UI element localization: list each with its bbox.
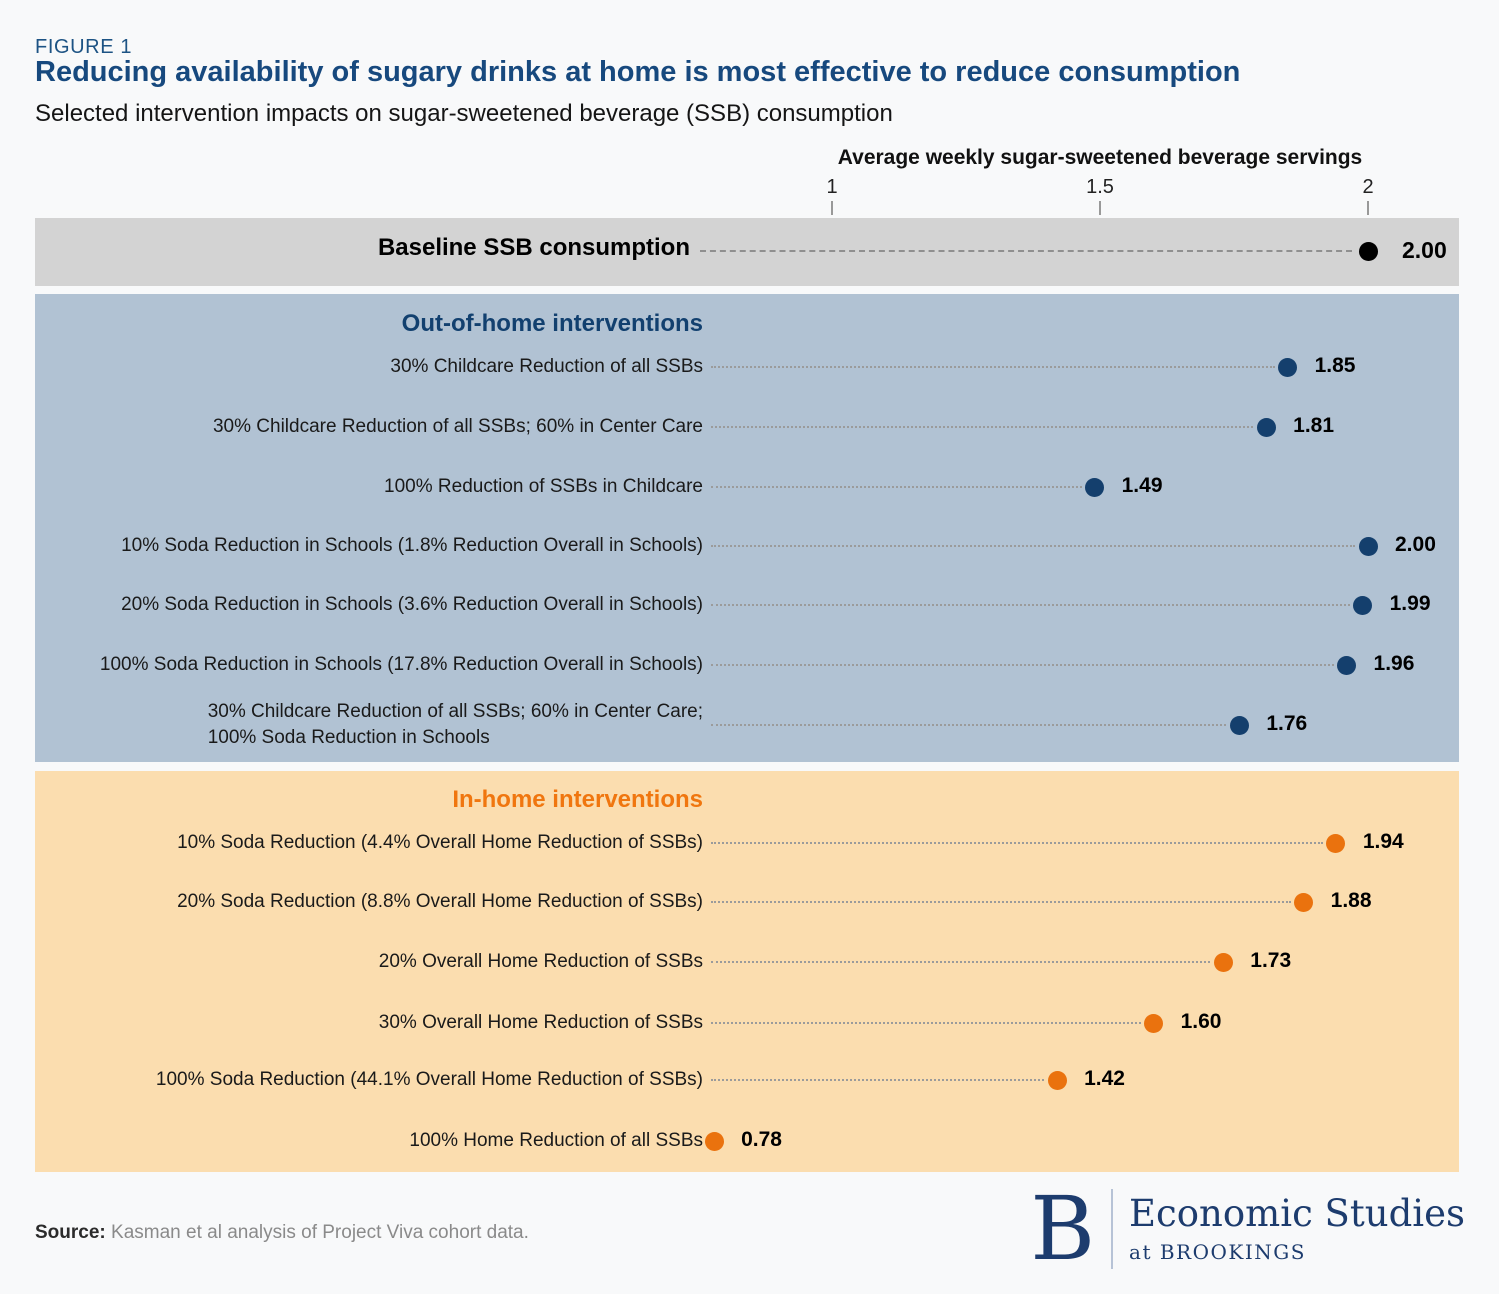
axis-tick-mark <box>1367 201 1369 215</box>
leader-line <box>711 545 1355 547</box>
value-label: 1.42 <box>1084 1067 1125 1090</box>
row-label-line: 30% Childcare Reduction of all SSBs; 60%… <box>207 701 703 722</box>
row-label: 30% Childcare Reduction of all SSBs; 60%… <box>213 414 703 440</box>
data-dot <box>1358 241 1378 261</box>
logo-divider <box>1111 1189 1114 1269</box>
row-label: 30% Childcare Reduction of all SSBs <box>390 354 703 380</box>
figure-label: FIGURE 1 <box>35 36 133 58</box>
value-label: 1.85 <box>1314 354 1356 377</box>
data-dot <box>1358 536 1378 556</box>
logo-wordmark: Economic Studies at BROOKINGS <box>1129 1192 1465 1265</box>
band-in-home: In-home interventions 10% Soda Reduction … <box>35 771 1459 1172</box>
value-label: 2.00 <box>1395 533 1436 556</box>
data-dot <box>1144 1013 1164 1033</box>
row-label-line: 100% Soda Reduction in Schools (17.8% Re… <box>99 654 703 675</box>
value-label: 1.94 <box>1362 830 1404 853</box>
row-label: 100% Home Reduction of all SSBs <box>409 1128 703 1154</box>
value-label: 1.60 <box>1180 1010 1222 1033</box>
row-label-line: 100% Reduction of SSBs in Childcare <box>384 476 703 497</box>
data-dot <box>1278 357 1298 377</box>
brookings-b-icon: B <box>1030 1177 1096 1280</box>
row-label: 10% Soda Reduction in Schools (1.8% Redu… <box>121 533 703 559</box>
leader-line <box>711 901 1291 903</box>
row-label: 20% Soda Reduction in Schools (3.6% Redu… <box>121 592 703 618</box>
leader-line <box>711 961 1211 963</box>
value-label: 1.76 <box>1266 712 1308 735</box>
source-label: Source: <box>35 1222 106 1243</box>
row-label: 30% Overall Home Reduction of SSBs <box>379 1010 703 1036</box>
data-dot <box>1256 417 1276 437</box>
axis-title: Average weekly sugar-sweetened beverage … <box>837 146 1363 169</box>
axis-tick-label: 1.5 <box>1086 176 1114 198</box>
axis-tick-mark <box>831 201 833 215</box>
data-dot <box>1294 892 1314 912</box>
data-dot <box>704 1131 724 1151</box>
row-label-line: 30% Childcare Reduction of all SSBs; 60%… <box>212 416 703 437</box>
axis-tick-label: 2 <box>1362 176 1374 198</box>
row-label-line: Baseline SSB consumption <box>377 234 690 261</box>
row-label-line: 10% Soda Reduction in Schools (1.8% Redu… <box>121 535 703 556</box>
value-label: 1.49 <box>1121 474 1163 497</box>
data-dot <box>1326 833 1346 853</box>
leader-line <box>711 426 1254 428</box>
value-label: 0.78 <box>741 1128 782 1151</box>
data-dot <box>1229 715 1249 735</box>
baseline-band: Baseline SSB consumption 2.00 <box>35 218 1459 286</box>
value-label: 1.99 <box>1389 592 1431 615</box>
data-dot <box>1085 477 1105 497</box>
value-label: 1.73 <box>1250 949 1292 972</box>
group-header: Out-of-home interventions <box>401 310 703 337</box>
row-label-line: 100% Home Reduction of all SSBs <box>409 1130 703 1151</box>
leader-line <box>711 842 1323 844</box>
source-text: Kasman et al analysis of Project Viva co… <box>105 1222 529 1243</box>
data-dot <box>1353 595 1373 615</box>
row-label-line: 30% Overall Home Reduction of SSBs <box>378 1012 703 1033</box>
leader-line <box>700 250 1352 252</box>
row-label: 10% Soda Reduction (4.4% Overall Home Re… <box>177 830 703 856</box>
logo-economic-studies: Economic Studies <box>1129 1192 1465 1235</box>
row-label-line: 10% Soda Reduction (4.4% Overall Home Re… <box>177 832 703 853</box>
leader-line <box>711 366 1275 368</box>
leader-line <box>711 604 1350 606</box>
axis-tick-label: 1 <box>826 176 838 198</box>
data-dot <box>1213 952 1233 972</box>
leader-line <box>711 1022 1141 1024</box>
row-label: 100% Reduction of SSBs in Childcare <box>384 474 703 500</box>
row-label-line: 20% Soda Reduction in Schools (3.6% Redu… <box>121 594 703 615</box>
value-label: 2.00 <box>1402 237 1447 263</box>
leader-line <box>711 664 1334 666</box>
chart-subtitle: Selected intervention impacts on sugar-s… <box>35 100 893 127</box>
value-label: 1.88 <box>1330 889 1372 912</box>
data-dot <box>1047 1070 1067 1090</box>
value-label: 1.96 <box>1373 652 1415 675</box>
source-note: Source: Kasman et al analysis of Project… <box>35 1222 529 1244</box>
brookings-logo: B Economic Studies at BROOKINGS <box>1030 1177 1465 1280</box>
row-label: 20% Overall Home Reduction of SSBs <box>379 949 703 975</box>
row-label: 100% Soda Reduction in Schools (17.8% Re… <box>100 652 703 678</box>
row-label: Baseline SSB consumption <box>378 235 690 261</box>
row-label: 100% Soda Reduction (44.1% Overall Home … <box>156 1067 703 1093</box>
chart-title: Reducing availability of sugary drinks a… <box>35 56 1241 88</box>
row-label-line: 20% Overall Home Reduction of SSBs <box>378 951 703 972</box>
leader-line <box>711 724 1227 726</box>
axis-tick-mark <box>1099 201 1101 215</box>
leader-line <box>711 486 1082 488</box>
group-header: In-home interventions <box>452 786 703 813</box>
leader-line <box>711 1079 1045 1081</box>
row-label-line: 100% Soda Reduction (44.1% Overall Home … <box>155 1069 703 1090</box>
row-label: 20% Soda Reduction (8.8% Overall Home Re… <box>177 889 703 915</box>
row-label-line: 20% Soda Reduction (8.8% Overall Home Re… <box>177 891 703 912</box>
row-label-line: 30% Childcare Reduction of all SSBs <box>390 356 703 377</box>
logo-at-brookings: at BROOKINGS <box>1129 1240 1306 1264</box>
row-label-line: 100% Soda Reduction in Schools <box>207 727 490 748</box>
data-dot <box>1337 655 1357 675</box>
row-label: 30% Childcare Reduction of all SSBs; 60%… <box>208 699 703 751</box>
band-out-of-home: Out-of-home interventions 30% Childcare R… <box>35 294 1459 762</box>
value-label: 1.81 <box>1293 414 1335 437</box>
